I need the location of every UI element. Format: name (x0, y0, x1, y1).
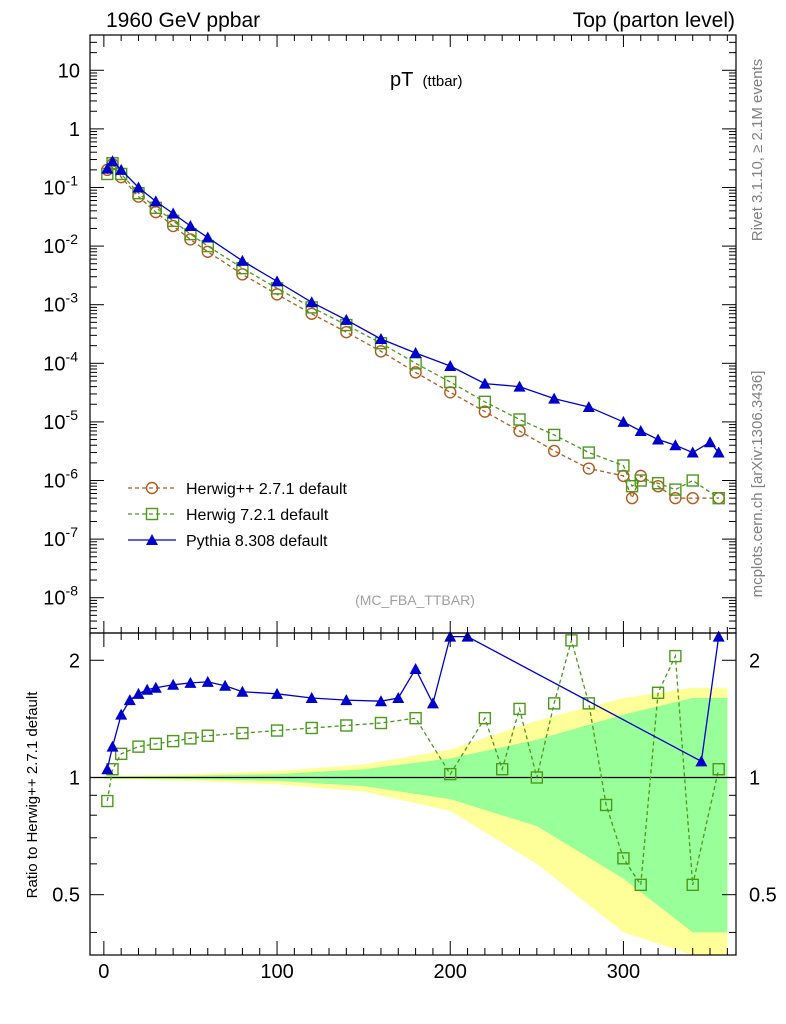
header-energy: 1960 GeV ppbar (106, 9, 260, 32)
ratio-y-axis-label: Ratio to Herwig++ 2.7.1 default (24, 691, 41, 899)
plot-title-sub: (ttbar) (423, 73, 463, 90)
plot-canvas: 1960 GeV ppbar Top (parton level) Rivet … (0, 0, 786, 1024)
legend-label: Herwig 7.2.1 default (186, 507, 329, 524)
x-tick-label: 200 (434, 961, 467, 983)
legend-label: Herwig++ 2.7.1 default (186, 481, 348, 498)
y-tick-label: 10 (58, 60, 80, 82)
plot-title: pT (ttbar) (390, 69, 463, 91)
ratio-y-tick-label: 1 (69, 767, 80, 789)
header-process: Top (parton level) (573, 9, 735, 32)
legend-label: Pythia 8.308 default (186, 533, 328, 550)
ratio-y-tick-label-right: 1 (749, 767, 760, 789)
rivet-version-label: Rivet 3.1.10, ≥ 2.1M events (749, 59, 766, 242)
x-tick-label: 300 (607, 961, 640, 983)
x-tick-label: 100 (260, 961, 293, 983)
x-tick-label: 0 (98, 961, 109, 983)
ratio-y-tick-label-right: 0.5 (749, 885, 777, 907)
analysis-label: (MC_FBA_TTBAR) (355, 592, 475, 608)
y-tick-label: 1 (69, 119, 80, 141)
ratio-y-tick-label: 2 (69, 650, 80, 672)
ratio-y-tick-label: 0.5 (52, 885, 80, 907)
plot-title-main: pT (390, 69, 413, 91)
mcplots-label: mcplots.cern.ch [arXiv:1306.3436] (749, 371, 766, 598)
ratio-y-tick-label-right: 2 (749, 650, 760, 672)
